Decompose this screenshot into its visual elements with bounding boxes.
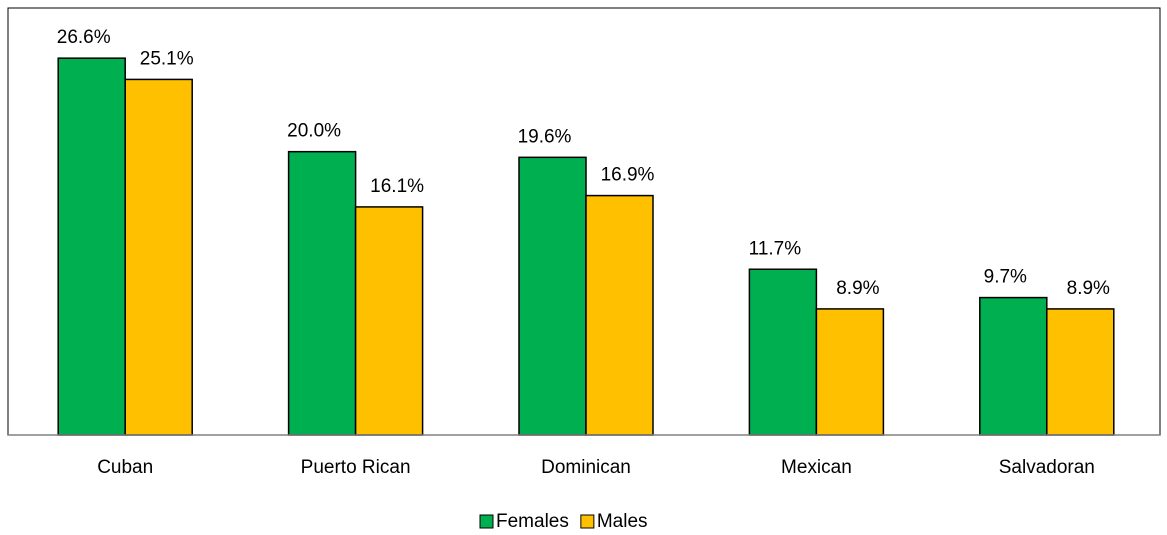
x-tick-label: Mexican	[781, 457, 852, 478]
legend-swatch	[479, 514, 494, 529]
data-label: 8.9%	[1067, 278, 1110, 299]
data-label: 19.6%	[518, 126, 572, 147]
data-label: 26.6%	[57, 27, 111, 48]
bar	[287, 150, 357, 436]
bar	[124, 78, 193, 436]
data-label: 11.7%	[749, 238, 802, 259]
legend-label: Males	[597, 511, 648, 532]
x-tick-label: Dominican	[541, 457, 631, 478]
bar	[518, 156, 587, 436]
bar	[748, 268, 818, 436]
x-tick-label: Salvadoran	[999, 457, 1095, 478]
bar	[979, 296, 1048, 436]
x-tick-label: Puerto Rican	[301, 457, 411, 478]
bar	[57, 57, 126, 436]
data-label: 9.7%	[984, 267, 1027, 288]
x-tick-label: Cuban	[97, 457, 153, 478]
bar	[585, 194, 654, 436]
data-label: 25.1%	[140, 48, 194, 69]
bar	[1046, 308, 1115, 436]
data-label: 16.1%	[370, 176, 424, 197]
data-label: 20.0%	[287, 121, 341, 142]
bar	[354, 206, 424, 436]
data-label: 8.9%	[836, 278, 879, 299]
bar	[815, 308, 885, 436]
legend-swatch	[580, 514, 595, 529]
legend-label: Females	[496, 511, 569, 532]
data-label: 16.9%	[601, 165, 655, 186]
